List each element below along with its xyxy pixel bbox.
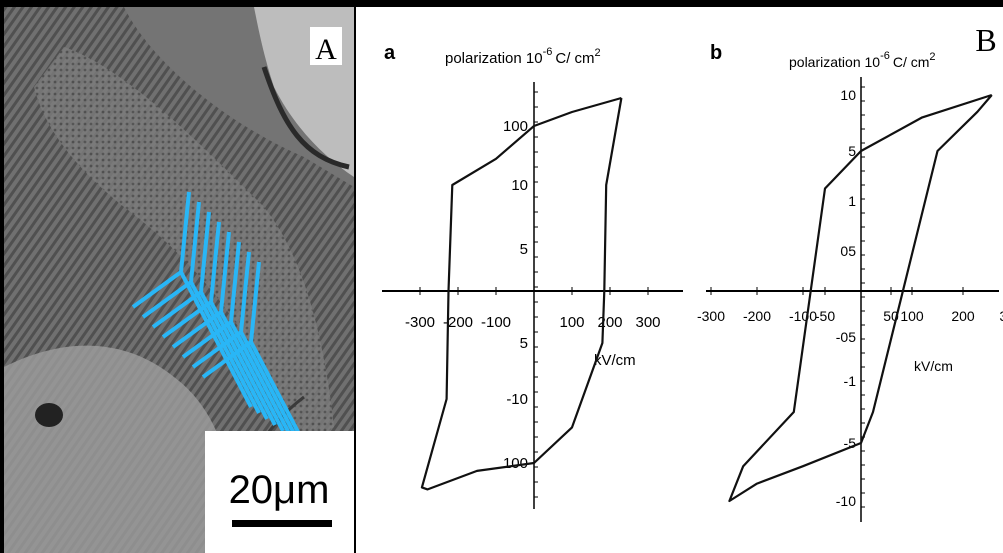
chart-a-y-tick-label: 100 bbox=[503, 455, 528, 472]
chart-a-title: polarization 10-6 C/ cm2 bbox=[445, 46, 601, 67]
inclusion-spot bbox=[35, 403, 63, 427]
chart-b-title: polarization 10-6 C/ cm2 bbox=[789, 50, 936, 70]
chart-a: a polarization 10-6 C/ cm2 -300 -200 -100 100 2… bbox=[382, 42, 683, 509]
domain-line-lower bbox=[229, 321, 293, 438]
domain-line-lower bbox=[239, 331, 301, 444]
chart-a-title-main: polarization 10 bbox=[445, 50, 543, 67]
domain-line-lower bbox=[179, 271, 253, 408]
chart-a-label: a bbox=[384, 42, 396, 64]
chart-b-y-tick-label: 5 bbox=[848, 143, 856, 159]
domain-line-lower bbox=[219, 311, 285, 432]
chart-a-y-tick-label: 5 bbox=[520, 241, 528, 258]
chart-a-hysteresis-loop bbox=[420, 96, 623, 491]
chart-a-y-tick-label: 10 bbox=[511, 177, 528, 194]
chart-a-xlabel: kV/cm bbox=[594, 352, 636, 369]
chart-b-title-exp: -6 bbox=[880, 50, 890, 62]
lower-grain bbox=[4, 345, 244, 553]
panel-A-label-box bbox=[310, 27, 342, 65]
scale-bar-label: 20μm bbox=[229, 468, 330, 512]
chart-b-title-unit-exp: 2 bbox=[929, 51, 935, 63]
chart-b-x-tick-label: -100 bbox=[789, 308, 817, 324]
chart-b-x-tick-label: 100 bbox=[900, 308, 924, 324]
chart-a-title-unit: C/ cm bbox=[555, 50, 594, 67]
chart-b-hysteresis-loop bbox=[728, 93, 993, 503]
chart-a-x-tick-label: -200 bbox=[443, 314, 473, 331]
micrograph-panel: A 20μm bbox=[4, 7, 354, 553]
chart-b-title-unit: C/ cm bbox=[893, 54, 930, 70]
chart-b-y-tick-label: -05 bbox=[836, 329, 856, 345]
chart-a-y-tick-label: 100 bbox=[503, 118, 528, 135]
chart-a-y-tick-label: -10 bbox=[506, 391, 528, 408]
chart-b-title-main: polarization 10 bbox=[789, 54, 880, 70]
chart-b-label: b bbox=[710, 42, 722, 64]
panel-A-label: A bbox=[315, 33, 337, 66]
domain-line-lower bbox=[189, 281, 261, 414]
chart-b-y-tick-label: 1 bbox=[848, 193, 856, 209]
domain-overlay-lines bbox=[131, 191, 309, 450]
chart-a-x-tick-label: 100 bbox=[559, 314, 584, 331]
chart-a-y-tick-label: 5 bbox=[520, 335, 528, 352]
chart-b-x-tick-label: -200 bbox=[743, 308, 771, 324]
chart-b-y-tick-label: -10 bbox=[836, 493, 856, 509]
grain-boundary bbox=[261, 66, 350, 170]
chart-b-y-tick-label: -1 bbox=[844, 373, 857, 389]
chart-b-x-tick-label: 300 bbox=[999, 308, 1003, 324]
chart-a-title-exp: -6 bbox=[543, 46, 553, 58]
chart-b-x-tick-label: -300 bbox=[697, 308, 725, 324]
chart-b-xlabel: kV/cm bbox=[914, 358, 953, 374]
scale-bar-box bbox=[205, 431, 354, 553]
chart-b-x-tick-label: -50 bbox=[815, 308, 835, 324]
chart-b-y-tick-label: 05 bbox=[840, 243, 856, 259]
chart-a-x-tick-label: 300 bbox=[635, 314, 660, 331]
chart-a-x-tick-label: 200 bbox=[597, 314, 622, 331]
hysteresis-plots-panel: B a polarization 10-6 C/ cm2-300 -200 -100 10… bbox=[356, 7, 1003, 553]
panel-B-label: B bbox=[975, 22, 996, 58]
chart-b: b polarization 10-6 C/ cm2 -300 -200 -100-50 5… bbox=[697, 42, 1003, 522]
chart-b-y-tick-label: 10 bbox=[840, 87, 856, 103]
domain-line-lower bbox=[209, 301, 277, 426]
chart-a-title-unit-exp: 2 bbox=[595, 47, 601, 59]
chart-b-x-tick-label: 200 bbox=[951, 308, 975, 324]
chart-a-x-tick-label: -300 bbox=[405, 314, 435, 331]
scale-bar bbox=[232, 520, 332, 527]
chart-a-x-tick-label: -100 bbox=[481, 314, 511, 331]
